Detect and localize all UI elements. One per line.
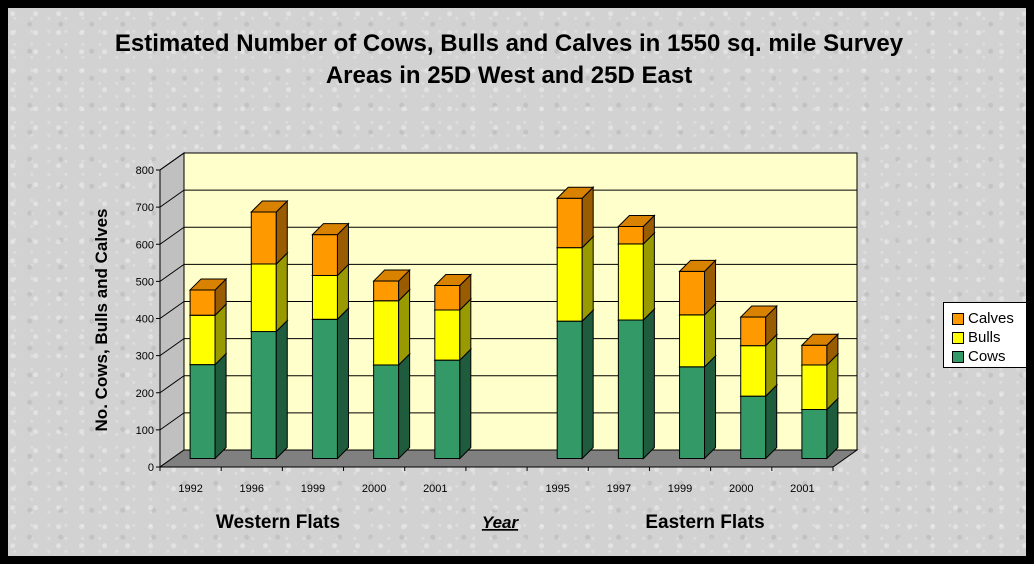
legend-item-bulls: Bulls [952, 328, 1026, 347]
bar-cows-1992 [188, 352, 228, 460]
bar-cows-2000 [372, 352, 411, 460]
legend-swatch-bulls [952, 331, 964, 344]
x-tick-label: 2001 [790, 483, 814, 495]
legend-item-calves: Calves [952, 309, 1026, 328]
y-tick-label: 400 [136, 314, 154, 326]
x-tick-label: 1999 [301, 483, 325, 495]
bar-bulls-1995 [555, 235, 595, 323]
bar-calves-2001 [800, 333, 840, 367]
bar-calves-1995 [555, 186, 595, 249]
gridline-side [159, 152, 185, 171]
x-axis-label: Year [482, 513, 520, 532]
x-tick-label: 1995 [545, 483, 569, 495]
bar-calves-1997 [617, 214, 656, 246]
group-label-eastern: Eastern Flats [645, 512, 764, 533]
bar-cows-1997 [617, 307, 656, 460]
gridline-side [159, 263, 185, 282]
bar-calves-2001 [433, 273, 473, 312]
bar-cows-1996 [250, 319, 289, 460]
legend-label-calves: Calves [968, 310, 1014, 327]
gridline-side [159, 189, 185, 208]
legend-label-cows: Cows [968, 348, 1006, 365]
gridline-side [159, 375, 185, 394]
legend-label-bulls: Bulls [968, 329, 1001, 346]
bar-cows-1995 [555, 308, 595, 460]
gridline-side [159, 338, 185, 357]
bar-calves-1999 [311, 222, 350, 277]
bar-calves-1999 [678, 259, 717, 317]
x-tick-label: 1997 [607, 483, 631, 495]
bar-calves-1996 [250, 199, 289, 266]
y-axis-label: No. Cows, Bulls and Calves [92, 209, 111, 432]
bar-bulls-1996 [250, 251, 289, 333]
bar-cows-1999 [678, 354, 717, 460]
y-tick-label: 600 [136, 239, 154, 251]
bar-calves-1992 [188, 277, 228, 317]
x-tick-label: 2001 [423, 483, 447, 495]
legend: Calves Bulls Cows [943, 302, 1027, 368]
y-tick-label: 100 [136, 425, 154, 437]
chart-title: Estimated Number of Cows, Bulls and Calv… [114, 30, 904, 89]
gridline-side [159, 412, 185, 431]
bars [188, 186, 840, 460]
y-tick-label: 700 [136, 202, 154, 214]
group-label-western: Western Flats [216, 512, 340, 533]
y-tick-label: 300 [136, 351, 154, 363]
gridline-side [159, 301, 185, 319]
bar-cows-2001 [433, 347, 473, 460]
y-tick-label: 200 [136, 388, 154, 400]
y-tick-label: 800 [136, 165, 154, 177]
legend-swatch-calves [952, 312, 964, 325]
legend-swatch-cows [952, 350, 964, 363]
legend-item-cows: Cows [952, 347, 1026, 366]
y-tick-label: 500 [136, 276, 154, 288]
x-tick-label: 2000 [362, 483, 386, 495]
x-tick-label: 1996 [240, 483, 264, 495]
axis-ticks: 0 100 200 300 400 500 600 700 800 1992 1996 1999 200… [136, 165, 834, 495]
bar-bulls-1997 [617, 231, 656, 322]
bar-calves-2000 [372, 268, 411, 302]
x-tick-label: 1992 [178, 483, 202, 495]
x-tick-label: 2000 [729, 483, 753, 495]
gridline-side [159, 226, 185, 245]
bar-cows-1999 [311, 307, 350, 460]
y-tick-label: 0 [148, 462, 154, 474]
x-tick-label: 1999 [668, 483, 692, 495]
bar-calves-2000 [739, 304, 778, 347]
